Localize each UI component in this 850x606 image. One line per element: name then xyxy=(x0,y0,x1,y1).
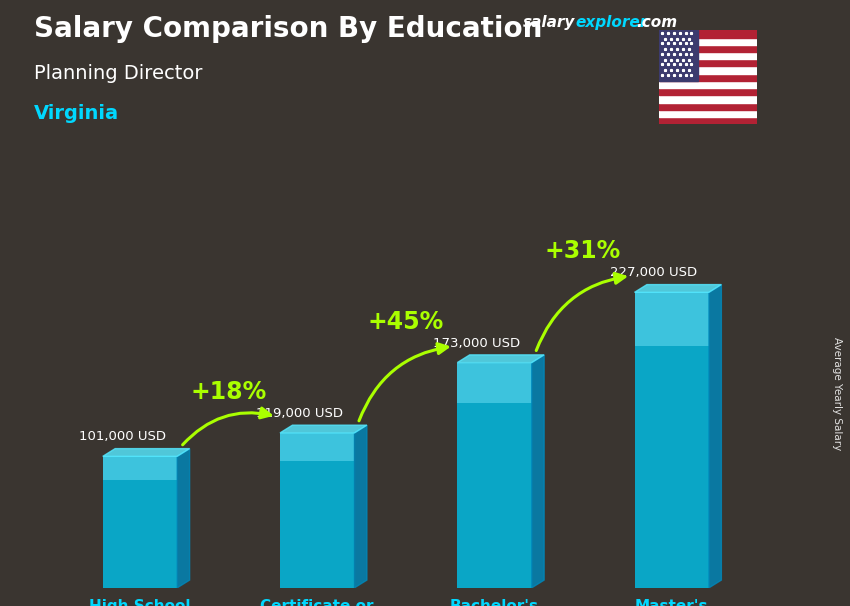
Polygon shape xyxy=(634,285,722,292)
Polygon shape xyxy=(709,285,722,588)
Text: 101,000 USD: 101,000 USD xyxy=(79,430,166,444)
Bar xyxy=(659,67,756,74)
Bar xyxy=(659,117,756,124)
Bar xyxy=(280,433,354,461)
Text: Average Yearly Salary: Average Yearly Salary xyxy=(832,338,842,450)
Polygon shape xyxy=(280,425,367,433)
Bar xyxy=(659,88,756,95)
Text: Salary Comparison By Education: Salary Comparison By Education xyxy=(34,15,542,43)
Text: Planning Director: Planning Director xyxy=(34,64,202,82)
Bar xyxy=(659,74,756,81)
Polygon shape xyxy=(457,355,544,362)
Bar xyxy=(634,292,709,345)
Bar xyxy=(457,362,532,588)
Bar xyxy=(457,362,532,403)
Text: 227,000 USD: 227,000 USD xyxy=(610,266,698,279)
Bar xyxy=(659,30,698,81)
Bar xyxy=(659,59,756,67)
Bar xyxy=(103,456,177,480)
Bar xyxy=(659,81,756,88)
Text: explorer: explorer xyxy=(575,15,648,30)
Bar xyxy=(659,38,756,45)
Polygon shape xyxy=(103,448,190,456)
Bar xyxy=(634,292,709,588)
Text: salary: salary xyxy=(523,15,575,30)
Bar xyxy=(103,456,177,588)
Bar xyxy=(659,102,756,110)
Polygon shape xyxy=(177,448,190,588)
Text: +45%: +45% xyxy=(368,310,444,334)
Text: +18%: +18% xyxy=(190,380,267,404)
Bar xyxy=(659,110,756,117)
Text: .com: .com xyxy=(637,15,677,30)
Polygon shape xyxy=(532,355,544,588)
Bar xyxy=(659,30,756,38)
Text: +31%: +31% xyxy=(545,239,621,264)
Bar xyxy=(280,433,354,588)
Text: 173,000 USD: 173,000 USD xyxy=(434,336,520,350)
Text: Virginia: Virginia xyxy=(34,104,119,123)
Bar xyxy=(659,45,756,52)
Bar xyxy=(659,95,756,102)
Polygon shape xyxy=(354,425,367,588)
Text: 119,000 USD: 119,000 USD xyxy=(256,407,343,420)
Bar xyxy=(659,52,756,59)
